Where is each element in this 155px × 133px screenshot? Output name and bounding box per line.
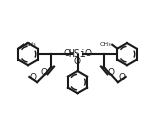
Text: CH₃: CH₃ <box>99 41 111 47</box>
Text: O: O <box>41 68 48 77</box>
Text: O: O <box>85 49 92 58</box>
Text: O: O <box>107 68 114 77</box>
Text: O: O <box>119 73 126 82</box>
Text: O: O <box>63 49 70 58</box>
Text: HSi: HSi <box>68 49 86 59</box>
Text: O: O <box>74 57 81 66</box>
Text: O: O <box>29 73 36 82</box>
Text: CH₃: CH₃ <box>25 41 37 47</box>
